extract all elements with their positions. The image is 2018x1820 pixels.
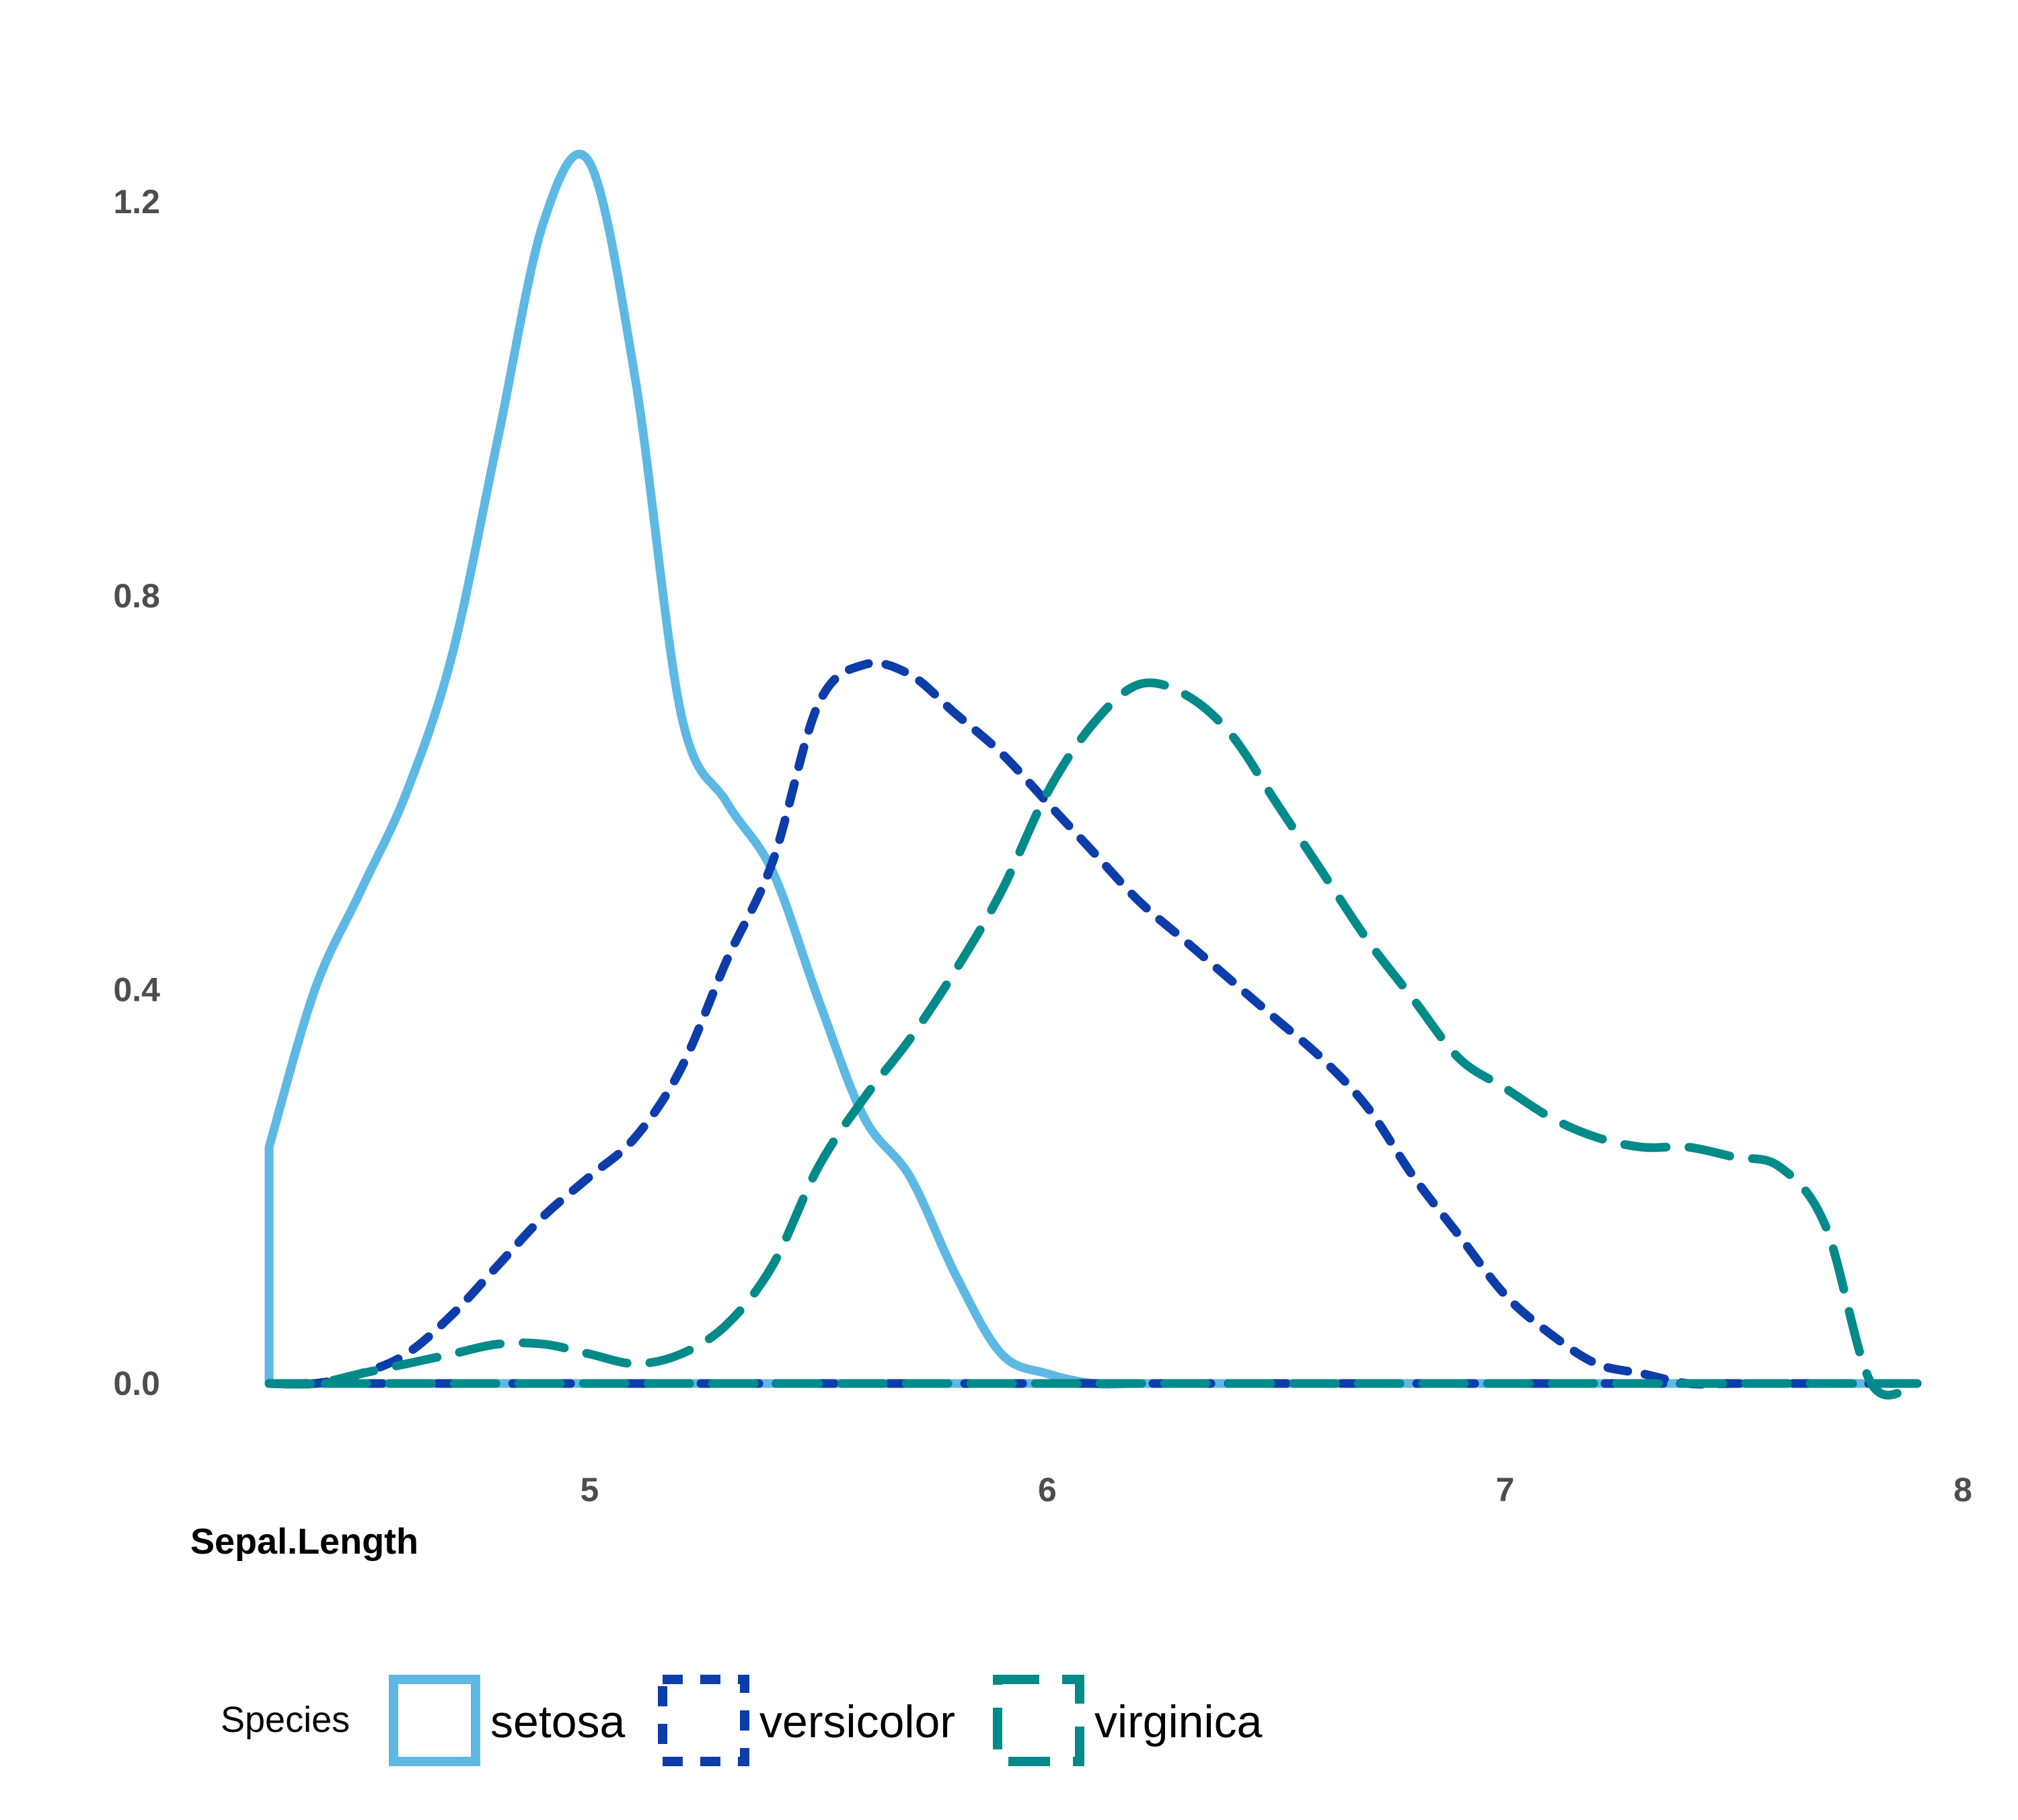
x-tick-label: 6 xyxy=(1038,1471,1057,1509)
density-line-versicolor xyxy=(264,658,1922,1389)
x-tick-label: 8 xyxy=(1953,1471,1972,1509)
plot-area xyxy=(264,149,1922,1400)
x-tick-label: 5 xyxy=(580,1471,599,1509)
x-axis: 5 6 7 8 xyxy=(580,1471,1972,1509)
x-tick-label: 7 xyxy=(1496,1471,1515,1509)
legend-title: Species xyxy=(221,1700,350,1740)
x-axis-title: Sepal.Length xyxy=(190,1521,418,1562)
density-line-virginica xyxy=(264,678,1922,1400)
legend-label-virginica: virginica xyxy=(1094,1696,1263,1747)
legend: Species setosa versicolor virginica xyxy=(221,1675,1263,1766)
y-tick-label: 1.2 xyxy=(113,183,160,221)
y-tick-label: 0.0 xyxy=(113,1365,160,1402)
y-tick-label: 0.4 xyxy=(113,971,160,1008)
legend-label-versicolor: versicolor xyxy=(759,1696,955,1747)
legend-key-setosa xyxy=(389,1675,480,1766)
legend-key-versicolor xyxy=(658,1675,749,1766)
legend-key-virginica xyxy=(993,1675,1084,1766)
density-line-setosa xyxy=(264,149,1922,1389)
legend-label-setosa: setosa xyxy=(490,1696,626,1747)
y-tick-label: 0.8 xyxy=(113,577,160,615)
y-axis: 0.0 0.4 0.8 1.2 xyxy=(113,183,160,1402)
